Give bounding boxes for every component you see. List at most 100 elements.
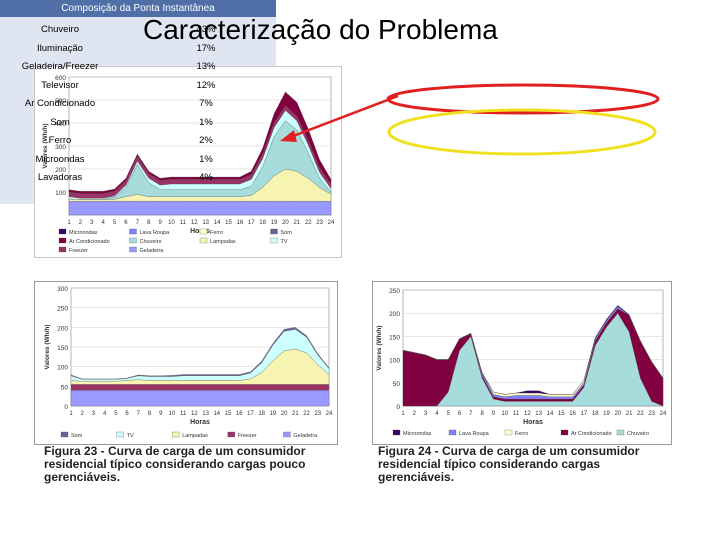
x-tick-label: 5: [447, 411, 451, 417]
x-tick-label: 18: [592, 411, 599, 417]
legend-label: Microondas: [403, 431, 432, 437]
table-row-name: Chuveiro: [40, 24, 80, 35]
x-tick-label: 19: [270, 411, 277, 417]
x-tick-label: 8: [147, 220, 151, 226]
table-row: Ferro 2%: [0, 131, 276, 150]
table-row: Microondas 1%: [0, 150, 276, 169]
x-tick-label: 1: [69, 411, 73, 417]
table-row-name: Geladeira/Freezer: [21, 61, 99, 72]
x-tick-label: 1: [401, 411, 405, 417]
table-row: Geladeira/Freezer 13%: [0, 57, 276, 76]
y-tick-label: 50: [393, 381, 401, 388]
x-tick-label: 20: [281, 411, 288, 417]
y-tick-label: 0: [396, 404, 400, 411]
x-tick-label: 1: [67, 220, 71, 226]
y-tick-label: 100: [55, 190, 66, 197]
area-series-geladeira: [68, 201, 332, 216]
chart-fig24-panel: 0 50 100 150 200 250 1 2 3 4 5 6 7 8 9 10 11 12 13 14 15 16 17…: [372, 281, 672, 445]
y-tick-label: 100: [389, 358, 400, 365]
table-title: Composição da Ponta Instantânea: [0, 0, 276, 17]
caption-fig24: Figura 24 - Curva de carga de um consumi…: [378, 444, 640, 484]
table-row-value: 1%: [199, 153, 213, 165]
chart-fig23-panel: 0 50 100 150 200 250 300 1 2 3 4 5 6 7 8 9 10 11 12 13 14 15 1…: [34, 281, 338, 445]
x-tick-label: 9: [492, 411, 496, 417]
legend-label: Chuveiro: [627, 431, 649, 437]
table-row-value: 2%: [199, 135, 213, 146]
x-tick-label: 3: [424, 411, 428, 417]
legend-swatch: [129, 246, 137, 253]
x-tick-label: 24: [660, 411, 667, 417]
x-tick-label: 20: [282, 220, 289, 226]
legend-label: Geladeira: [140, 248, 165, 254]
x-tick-label: 14: [214, 220, 221, 226]
x-tick-label: 11: [513, 411, 520, 417]
table-row-value: 13%: [196, 61, 216, 72]
legend-label: TV: [281, 239, 288, 245]
x-tick-label: 19: [271, 220, 278, 226]
legend-swatch: [129, 237, 137, 244]
highlight-ellipse-red: [386, 83, 660, 115]
legend-label: Geladeira: [293, 433, 318, 439]
x-tick-label: 20: [614, 411, 621, 417]
table-row: Iluminação 17%: [0, 39, 276, 58]
y-tick-label: 150: [57, 345, 68, 352]
legend-label: Chuveiro: [140, 239, 162, 245]
legend-label: Ar Condicionado: [69, 239, 110, 245]
y-tick-label: 400: [55, 121, 66, 128]
x-tick-label: 8: [148, 411, 152, 417]
x-tick-label: 15: [225, 220, 232, 226]
legend-swatch: [58, 246, 67, 253]
x-tick-label: 22: [305, 220, 312, 226]
y-axis-label: Valores (Wh/h): [44, 324, 51, 369]
legend-swatch: [283, 431, 291, 438]
x-tick-label: 16: [237, 220, 244, 226]
table-row-value: 7%: [199, 98, 213, 109]
legend-label: Som: [71, 433, 83, 439]
y-tick-label: 300: [55, 144, 66, 151]
x-tick-label: 12: [524, 411, 531, 417]
x-tick-label: 19: [603, 411, 610, 417]
x-tick-label: 13: [202, 220, 209, 226]
y-tick-label: 150: [389, 334, 400, 341]
x-tick-label: 4: [102, 220, 106, 226]
x-tick-label: 7: [469, 411, 473, 417]
x-tick-label: 10: [168, 220, 175, 226]
x-tick-label: 3: [90, 220, 94, 226]
legend-swatch: [504, 429, 513, 436]
composition-table: Composição da Ponta Instantânea Chuveiro…: [0, 0, 276, 204]
x-tick-label: 24: [328, 220, 335, 226]
table-row-value: 12%: [196, 79, 216, 91]
x-tick-label: 13: [202, 411, 209, 417]
legend-swatch: [58, 237, 67, 244]
table-row-name: Som: [50, 116, 70, 128]
table-row-name: Lavadoras: [37, 172, 83, 183]
legend-swatch: [172, 431, 180, 438]
x-tick-label: 11: [180, 411, 187, 417]
x-tick-label: 4: [435, 411, 439, 417]
legend-label: Lampadas: [210, 239, 236, 245]
x-tick-label: 23: [314, 411, 321, 417]
x-tick-label: 9: [158, 220, 162, 226]
y-tick-label: 500: [55, 98, 66, 105]
x-tick-label: 17: [581, 411, 588, 417]
y-axis-label: Valores (Wh/h): [42, 123, 49, 168]
legend-label: Ar Condicionado: [571, 431, 612, 437]
x-tick-label: 15: [225, 411, 232, 417]
x-tick-label: 24: [326, 411, 333, 417]
y-tick-label: 50: [61, 384, 69, 391]
legend-label: Lampadas: [182, 433, 208, 439]
x-tick-label: 12: [191, 220, 198, 226]
legend-swatch: [227, 431, 235, 438]
x-tick-label: 21: [626, 411, 633, 417]
area-series-ar-condicionado: [68, 91, 332, 194]
table-row-name: Iluminação: [37, 42, 83, 54]
x-tick-label: 7: [136, 220, 140, 226]
x-tick-label: 23: [648, 411, 655, 417]
x-tick-label: 21: [292, 411, 299, 417]
table-row: Lavadoras 4%: [0, 168, 276, 187]
legend-swatch: [270, 237, 278, 244]
x-tick-label: 5: [114, 411, 118, 417]
